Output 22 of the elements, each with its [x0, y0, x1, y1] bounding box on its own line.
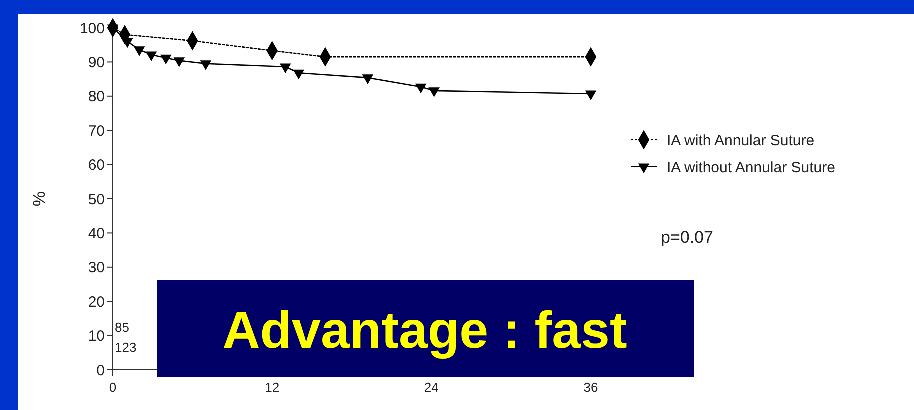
y-tick-label: 100: [80, 20, 105, 38]
y-axis-title: %: [30, 191, 49, 207]
annotation: 85: [115, 320, 130, 335]
y-tick-label: 80: [88, 88, 105, 106]
y-tick-label: 10: [88, 328, 105, 346]
x-tick-label: 12: [265, 380, 280, 395]
x-tick-label: 36: [584, 380, 598, 395]
legend-label: IA without Annular Suture: [667, 159, 836, 176]
y-tick-label: 50: [88, 191, 105, 208]
y-tick-label: 20: [88, 294, 105, 311]
annotation: Advantage : fast: [222, 302, 628, 360]
y-tick-label: 30: [88, 260, 105, 277]
text: p=0.07: [661, 228, 714, 247]
y-tick-label: 70: [88, 122, 105, 140]
y-tick-label: 40: [88, 225, 105, 242]
y-tick-label: 0: [96, 362, 105, 380]
y-tick-label: 90: [88, 54, 105, 72]
x-tick-label: 0: [109, 380, 117, 395]
y-tick-label: 60: [88, 157, 105, 174]
x-tick-label: 24: [424, 380, 439, 395]
legend-label: IA with Annular Suture: [667, 132, 815, 150]
annotation: 123: [115, 340, 137, 355]
